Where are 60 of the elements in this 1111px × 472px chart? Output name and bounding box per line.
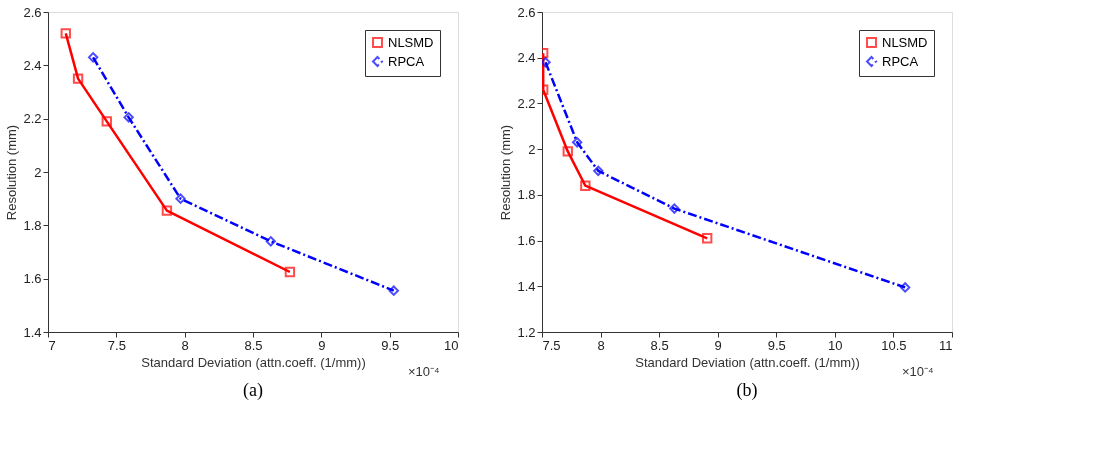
y-tick-label: 1.8 bbox=[517, 187, 536, 203]
point bbox=[123, 112, 134, 123]
y-tick-label: 1.6 bbox=[23, 271, 42, 287]
point bbox=[580, 180, 591, 191]
y-tick-label: 2 bbox=[528, 141, 536, 157]
y-tick-label: 1.4 bbox=[517, 278, 536, 294]
y-tick-label: 1.8 bbox=[23, 217, 42, 233]
y-tick-label: 2.6 bbox=[23, 4, 42, 20]
point bbox=[101, 116, 112, 127]
y-tick-label: 1.6 bbox=[517, 233, 536, 249]
x-axis-title: Standard Deviation (attn.coeff. (1/mm)) bbox=[141, 354, 366, 370]
y-tick-label: 2.6 bbox=[517, 4, 536, 20]
y-tick-label: 2.2 bbox=[517, 95, 536, 111]
x-axis-title: Standard Deviation (attn.coeff. (1/mm)) bbox=[635, 354, 860, 370]
point bbox=[265, 236, 276, 247]
x-tick-label: 10.5 bbox=[881, 337, 907, 353]
x-tick-label: 8.5 bbox=[244, 337, 263, 353]
text: (a) bbox=[243, 380, 263, 401]
point bbox=[593, 165, 604, 177]
point bbox=[60, 28, 71, 39]
legend-label: RPCA bbox=[388, 53, 425, 69]
text: ×10⁻⁴ bbox=[902, 364, 934, 379]
y-tick-label: 2 bbox=[34, 164, 42, 180]
point bbox=[701, 233, 713, 244]
x-tick-label: 8 bbox=[181, 337, 189, 353]
y-axis-title: Resolution (mm) bbox=[4, 124, 20, 221]
y-tick-label: 1.2 bbox=[517, 324, 536, 340]
x-tick-label: 10 bbox=[444, 337, 459, 353]
point bbox=[669, 203, 680, 214]
point bbox=[284, 266, 296, 278]
legend-label: RPCA bbox=[882, 53, 919, 69]
text: (b) bbox=[736, 380, 758, 401]
point bbox=[388, 285, 399, 296]
y-tick-label: 1.4 bbox=[23, 324, 42, 340]
y-tick-label: 2.4 bbox=[23, 57, 42, 73]
point bbox=[542, 57, 551, 68]
x-tick-label: 9 bbox=[714, 337, 722, 353]
y-axis-title: Resolution (mm) bbox=[498, 124, 514, 221]
point bbox=[72, 73, 84, 84]
x-tick-label: 7 bbox=[48, 337, 56, 353]
y-tick-label: 2.4 bbox=[517, 50, 536, 66]
point bbox=[899, 282, 911, 293]
point bbox=[161, 205, 173, 216]
y-tick-label: 2.2 bbox=[23, 111, 42, 127]
x-tick-label: 9.5 bbox=[767, 337, 786, 353]
point bbox=[175, 193, 186, 204]
point bbox=[571, 137, 583, 148]
x-tick-label: 7.5 bbox=[542, 337, 561, 353]
legend-label: NLSMD bbox=[882, 34, 928, 50]
x-tick-label: 8.5 bbox=[650, 337, 669, 353]
point bbox=[87, 52, 99, 63]
point bbox=[562, 146, 573, 157]
x-tick-label: 8 bbox=[597, 337, 605, 353]
text: ×10⁻⁴ bbox=[408, 364, 440, 379]
x-tick-label: 10 bbox=[828, 337, 843, 353]
x-tick-label: 11 bbox=[939, 337, 953, 353]
legend-label: NLSMD bbox=[388, 34, 434, 50]
x-tick-label: 9.5 bbox=[381, 337, 400, 353]
x-tick-label: 7.5 bbox=[107, 337, 126, 353]
x-tick-label: 9 bbox=[318, 337, 326, 353]
